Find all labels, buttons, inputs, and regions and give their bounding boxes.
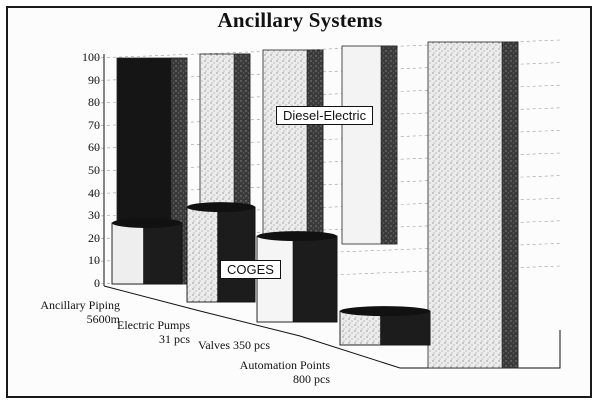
bar-cap-coges-2 (187, 202, 255, 213)
y-tick-label-100: 100 (82, 50, 100, 64)
category-label-line2: 31 pcs (159, 332, 190, 346)
category-label-line1: Ancillary Piping (40, 298, 120, 312)
bar-side-diesel-electric-5 (501, 41, 519, 369)
y-tick-label-70: 70 (88, 117, 100, 132)
category-label-electric-pumps: Electric Pumps 31 pcs (70, 318, 190, 346)
floor-edge (103, 285, 561, 369)
chart-title: Ancillary Systems (217, 8, 383, 32)
category-label-ancillary-piping: Ancillary Piping 5600m (20, 298, 120, 326)
bar-shade-coges-4 (380, 310, 431, 346)
y-tick-label-20: 20 (88, 230, 100, 245)
category-label-line1: Automation Points (239, 358, 330, 372)
bar-shade-coges-3 (292, 235, 338, 323)
y-tick-label-0: 0 (94, 276, 100, 290)
y-tick-label-50: 50 (88, 163, 100, 177)
legend-callout-diesel-electric: Diesel-Electric (276, 106, 374, 125)
y-tick-label-80: 80 (88, 95, 100, 110)
y-tick-label-90: 90 (88, 72, 100, 87)
bar-side-diesel-electric-3 (306, 49, 324, 251)
axes (103, 54, 561, 369)
bar-cap-coges-4 (340, 306, 430, 317)
y-tick-label-60: 60 (88, 140, 100, 155)
bar-cap-coges-3 (257, 231, 337, 242)
coges-bars (111, 202, 431, 346)
bar-shade-coges-1 (143, 222, 183, 285)
category-label-automation-points: Automation Points 800 pcs (220, 358, 330, 386)
category-label-line1: Valves 350 pcs (198, 338, 270, 352)
category-label-line1: Electric Pumps (117, 318, 190, 332)
legend-callout-coges: COGES (220, 260, 281, 279)
bar-shade-coges-2 (217, 206, 256, 303)
category-label-line2: 5600m (86, 312, 120, 326)
y-tick-label-10: 10 (88, 253, 100, 268)
bar-cap-coges-1 (112, 217, 182, 228)
category-label-line2: 800 pcs (293, 372, 330, 386)
y-tick-label-30: 30 (88, 208, 100, 223)
bar-side-diesel-electric-4 (380, 45, 398, 245)
category-label-valves-350-pcs: Valves 350 pcs (150, 338, 270, 352)
y-tick-label-40: 40 (88, 185, 100, 200)
